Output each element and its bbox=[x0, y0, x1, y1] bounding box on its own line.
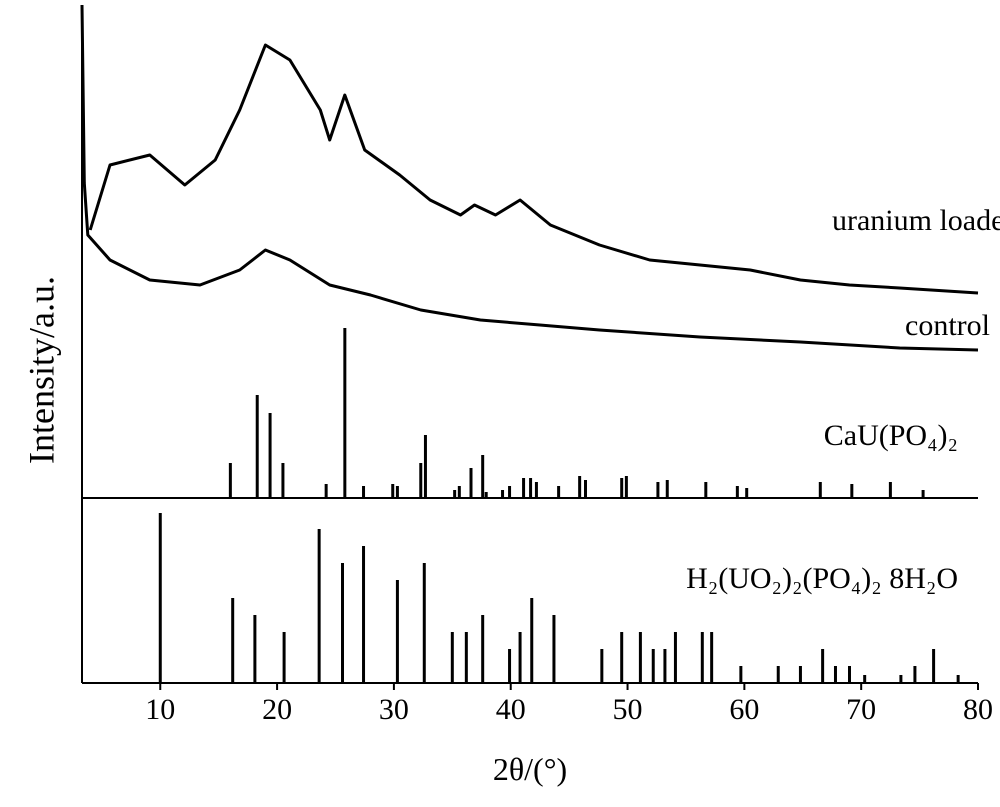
x-tick-label: 30 bbox=[379, 693, 409, 726]
series-label: uranium loaded bbox=[832, 204, 1000, 237]
x-tick-label: 40 bbox=[496, 693, 526, 726]
x-axis-label: 2θ/(°) bbox=[493, 751, 567, 787]
series-label: CaU(PO₄)₂ bbox=[824, 419, 958, 452]
series-label: H₂(UO₂)₂(PO₄)₂ 8H₂O bbox=[686, 562, 958, 595]
y-axis-label: Intensity/a.u. bbox=[21, 276, 61, 464]
x-tick-label: 80 bbox=[963, 693, 993, 726]
series-line bbox=[88, 43, 979, 295]
x-tick-label: 70 bbox=[846, 693, 876, 726]
x-tick-label: 50 bbox=[613, 693, 643, 726]
series-line bbox=[80, 4, 979, 352]
series-label: control bbox=[905, 309, 990, 342]
x-tick-label: 60 bbox=[729, 693, 759, 726]
x-tick-label: 20 bbox=[262, 693, 292, 726]
x-tick-label: 10 bbox=[145, 693, 175, 726]
